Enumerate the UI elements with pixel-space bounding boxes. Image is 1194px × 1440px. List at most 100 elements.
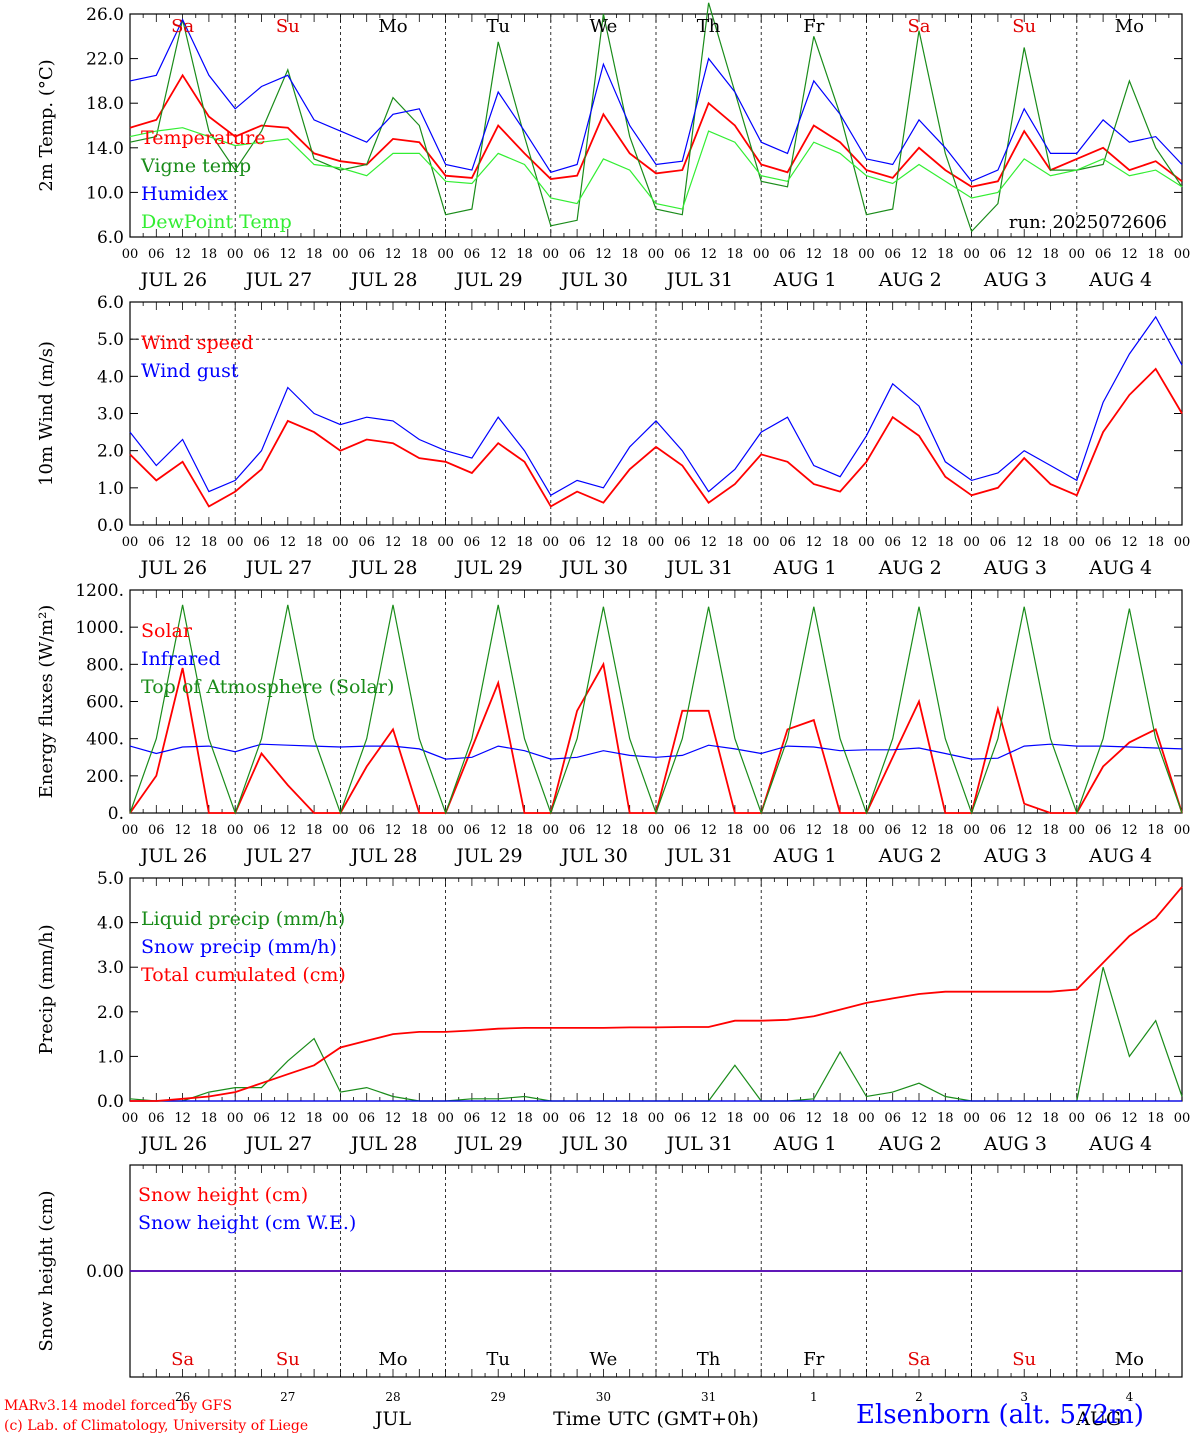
date-label: JUL 30 — [559, 557, 627, 579]
x-tick-label: 06 — [569, 823, 586, 838]
y-tick-label: 4.0 — [97, 367, 124, 387]
x-tick-label: 18 — [937, 535, 954, 550]
y-tick-label: 0. — [108, 804, 124, 824]
lab-credit: (c) Lab. of Climatology, University of L… — [4, 1418, 309, 1434]
y-tick-label: 14.0 — [86, 139, 124, 159]
date-label: JUL 31 — [665, 845, 733, 867]
x-tick-label: 18 — [306, 247, 323, 262]
x-tick-label: 12 — [1121, 535, 1138, 550]
x-tick-label: 00 — [648, 1111, 665, 1126]
day-name: Mo — [1115, 16, 1144, 37]
x-tick-label: 06 — [253, 247, 270, 262]
x-tick-label: 06 — [253, 823, 270, 838]
date-label: JUL 27 — [244, 1133, 312, 1155]
date-label: AUG 3 — [983, 269, 1047, 291]
x-tick-label: 12 — [490, 1111, 507, 1126]
run-label: run: 2025072606 — [1009, 212, 1167, 233]
y-tick-label: 3.0 — [97, 405, 124, 425]
x-tick-label: 00 — [1069, 823, 1086, 838]
y-axis-label: 2m Temp. (°C) — [36, 59, 57, 191]
x-tick-label: 12 — [280, 1111, 297, 1126]
y-tick-label: 400. — [86, 730, 124, 750]
x-tick-label: 06 — [884, 1111, 901, 1126]
x-tick-label: 12 — [806, 823, 823, 838]
x-tick-label: 00 — [753, 247, 770, 262]
x-tick-label: 06 — [1095, 823, 1112, 838]
x-tick-label: 00 — [543, 823, 560, 838]
day-name: Sa — [171, 1349, 194, 1370]
x-tick-label: 00 — [753, 535, 770, 550]
x-tick-label: 00 — [122, 823, 139, 838]
date-label: AUG 4 — [1088, 557, 1152, 579]
legend-entry: Temperature — [141, 127, 265, 149]
x-tick-label: 06 — [674, 1111, 691, 1126]
day-name: Mo — [1115, 1349, 1144, 1370]
x-tick-label: 00 — [122, 247, 139, 262]
x-tick-label: 12 — [280, 535, 297, 550]
date-label: JUL 26 — [139, 1133, 207, 1155]
x-tick-label: 18 — [516, 247, 533, 262]
x-tick-label: 12 — [174, 535, 191, 550]
x-tick-label: 18 — [201, 247, 218, 262]
day-name: Su — [1012, 1349, 1036, 1370]
station-name: Elsenborn (alt. 572m) — [856, 1400, 1144, 1430]
y-tick-label: 18.0 — [86, 94, 124, 114]
x-tick-label: 06 — [253, 535, 270, 550]
y-tick-label: 2.0 — [97, 442, 124, 462]
x-tick-label: 18 — [201, 535, 218, 550]
day-name: Th — [697, 16, 721, 37]
x-tick-label: 18 — [411, 1111, 428, 1126]
x-tick-label: 12 — [806, 1111, 823, 1126]
y-tick-label: 5.0 — [97, 330, 124, 350]
x-tick-label: 06 — [779, 823, 796, 838]
date-label: AUG 4 — [1088, 1133, 1152, 1155]
x-tick-label: 00 — [648, 535, 665, 550]
day-name: Su — [1012, 16, 1036, 37]
legend-entry: Humidex — [141, 183, 228, 205]
x-tick-label: 18 — [516, 535, 533, 550]
x-tick-label: 00 — [1069, 247, 1086, 262]
y-tick-label: 1200. — [75, 581, 124, 601]
legend-entry: Wind speed — [141, 332, 253, 354]
x-tick-label: 00 — [648, 247, 665, 262]
day-name: We — [590, 16, 618, 37]
date-label: JUL 28 — [349, 269, 417, 291]
y-tick-label: 0.00 — [86, 1262, 124, 1282]
x-tick-label: 06 — [1095, 535, 1112, 550]
x-tick-label: 12 — [595, 1111, 612, 1126]
y-axis-label: Energy fluxes (W/m²) — [36, 605, 57, 799]
y-tick-label: 1000. — [75, 618, 124, 638]
x-tick-label: 12 — [385, 1111, 402, 1126]
x-tick-label: 00 — [753, 823, 770, 838]
x-tick-label: 18 — [1042, 1111, 1059, 1126]
x-tick-label: 06 — [253, 1111, 270, 1126]
x-tick-label: 06 — [674, 247, 691, 262]
day-name: Sa — [171, 16, 194, 37]
legend-entry: Wind gust — [141, 360, 239, 382]
x-tick-label: 06 — [148, 1111, 165, 1126]
x-tick-label: 12 — [595, 823, 612, 838]
x-tick-label: 12 — [490, 247, 507, 262]
x-tick-label: 12 — [1016, 247, 1033, 262]
x-tick-label: 00 — [963, 247, 980, 262]
panel-3 — [129, 877, 1183, 1102]
date-label: JUL 30 — [559, 269, 627, 291]
x-tick-label: 18 — [621, 247, 638, 262]
x-tick-label: 06 — [884, 535, 901, 550]
x-tick-label: 18 — [516, 823, 533, 838]
x-tick-label: 00 — [543, 535, 560, 550]
x-tick-label: 06 — [569, 247, 586, 262]
y-tick-label: 200. — [86, 767, 124, 787]
x-tick-label: 00 — [437, 823, 454, 838]
x-tick-label: 06 — [884, 823, 901, 838]
x-tick-label: 12 — [911, 535, 928, 550]
panel-2 — [129, 589, 1183, 815]
x-tick-label: 12 — [490, 823, 507, 838]
x-tick-label: 18 — [201, 823, 218, 838]
x-tick-label: 12 — [280, 823, 297, 838]
series-line-blue — [129, 18, 1183, 183]
legend-entry: Top of Atmosphere (Solar) — [141, 676, 394, 698]
x-tick-label: 00 — [858, 1111, 875, 1126]
day-name: Fr — [803, 16, 824, 37]
